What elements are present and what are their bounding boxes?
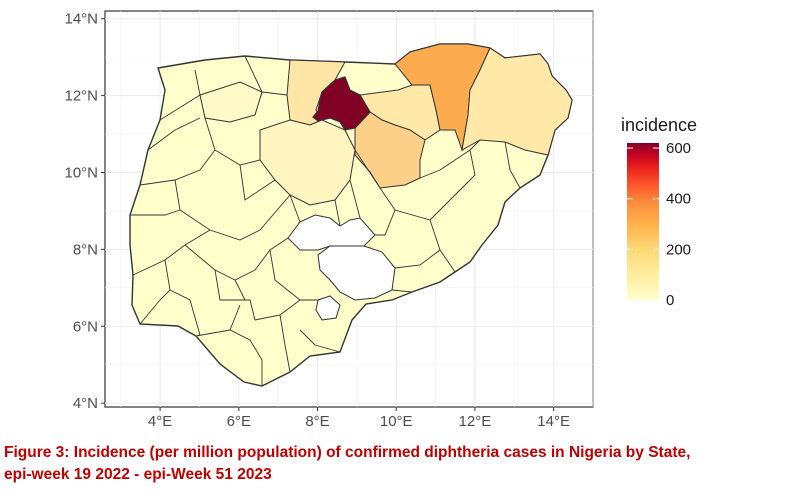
state-kano xyxy=(312,76,371,131)
state-boundaries xyxy=(130,55,521,386)
legend-tick-label: 200 xyxy=(666,241,691,258)
legend-title: incidence xyxy=(621,115,697,135)
x-tick-label: 14°E xyxy=(537,413,570,430)
y-tick-label: 8°N xyxy=(73,241,98,258)
legend-colorbar xyxy=(627,143,659,300)
nigeria-incidence-map: 4°E 6°E 8°E 10°E 12°E 14°E 4°N 6°N 8°N 10°N 12°N 1… xyxy=(64,10,697,430)
y-tick-label: 4°N xyxy=(73,395,98,412)
caption-line-1: Figure 3: Incidence (per million populat… xyxy=(4,444,691,461)
legend-ticks: 0 200 400 600 xyxy=(627,140,691,309)
y-tick-label: 14°N xyxy=(64,11,98,28)
y-tick-label: 10°N xyxy=(64,164,98,181)
legend: incidence 0 200 400 600 xyxy=(621,115,697,309)
legend-tick-label: 600 xyxy=(666,140,691,157)
x-tick-label: 12°E xyxy=(459,413,492,430)
x-axis: 4°E 6°E 8°E 10°E 12°E 14°E xyxy=(148,407,570,430)
legend-tick-label: 400 xyxy=(666,191,691,208)
legend-tick-label: 0 xyxy=(666,292,674,309)
y-tick-label: 6°N xyxy=(73,318,98,335)
x-tick-label: 8°E xyxy=(305,413,329,430)
y-tick-label: 12°N xyxy=(64,88,98,105)
water-body xyxy=(315,295,341,321)
x-tick-label: 6°E xyxy=(227,413,251,430)
figure-caption: Figure 3: Incidence (per million populat… xyxy=(4,442,799,486)
caption-line-2: epi-week 19 2022 - epi-Week 51 2023 xyxy=(4,466,272,483)
x-tick-label: 4°E xyxy=(148,413,172,430)
state-borno xyxy=(461,47,573,156)
state-nasarawa xyxy=(317,245,396,301)
x-tick-label: 10°E xyxy=(380,413,413,430)
y-axis: 4°N 6°N 8°N 10°N 12°N 14°N xyxy=(64,11,105,412)
